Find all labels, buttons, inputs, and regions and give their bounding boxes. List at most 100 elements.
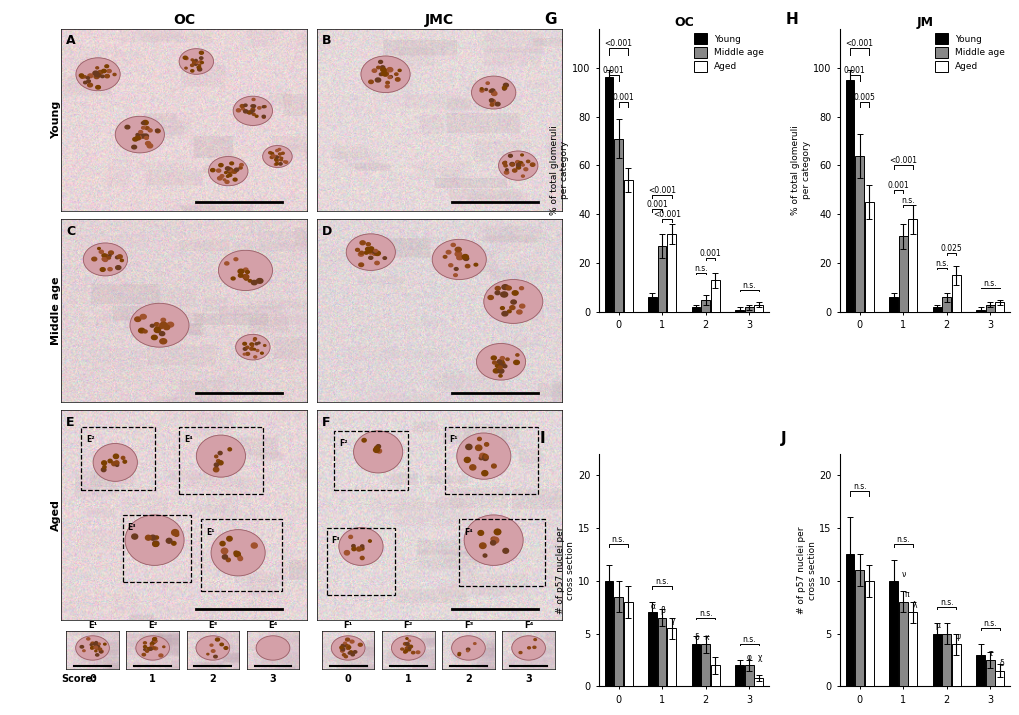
Circle shape: [503, 171, 508, 174]
Circle shape: [489, 99, 493, 102]
Circle shape: [107, 257, 110, 259]
Circle shape: [140, 134, 145, 138]
Circle shape: [374, 251, 380, 255]
Y-axis label: # of p57 nuclei per
cross section: # of p57 nuclei per cross section: [555, 526, 575, 614]
Circle shape: [195, 59, 197, 61]
Circle shape: [226, 175, 229, 177]
Circle shape: [359, 251, 363, 255]
Circle shape: [237, 269, 244, 274]
Circle shape: [490, 89, 494, 92]
Circle shape: [108, 267, 112, 271]
Circle shape: [368, 251, 372, 254]
Circle shape: [503, 83, 507, 87]
Circle shape: [360, 241, 365, 245]
Circle shape: [380, 68, 385, 72]
Circle shape: [183, 56, 187, 59]
Text: 0.025: 0.025: [940, 245, 961, 253]
Circle shape: [500, 292, 507, 297]
Circle shape: [249, 111, 252, 114]
Circle shape: [387, 76, 391, 79]
Text: n.s.: n.s.: [896, 535, 909, 544]
Circle shape: [103, 255, 108, 258]
Text: λ: λ: [912, 601, 917, 611]
Circle shape: [226, 558, 230, 561]
Circle shape: [517, 164, 520, 166]
Circle shape: [115, 256, 119, 259]
Circle shape: [486, 82, 489, 84]
Bar: [459, 519, 545, 586]
Circle shape: [474, 263, 477, 266]
Circle shape: [278, 157, 280, 158]
Circle shape: [139, 328, 145, 333]
Circle shape: [278, 163, 282, 165]
Circle shape: [356, 248, 359, 251]
Circle shape: [378, 61, 382, 64]
Circle shape: [245, 277, 248, 280]
Circle shape: [87, 77, 90, 79]
Circle shape: [495, 287, 499, 290]
Circle shape: [502, 365, 506, 368]
Circle shape: [505, 358, 508, 360]
Bar: [623, 180, 632, 312]
Circle shape: [471, 76, 516, 109]
Circle shape: [490, 90, 492, 92]
Circle shape: [233, 178, 236, 181]
Text: F³: F³: [464, 621, 473, 630]
Circle shape: [501, 285, 507, 290]
Circle shape: [121, 456, 124, 459]
Circle shape: [271, 152, 273, 154]
Circle shape: [252, 99, 255, 101]
Circle shape: [129, 303, 189, 347]
Circle shape: [108, 251, 113, 255]
Circle shape: [376, 449, 381, 453]
Text: μ: μ: [934, 621, 940, 631]
Circle shape: [443, 255, 446, 258]
Circle shape: [191, 59, 194, 61]
Circle shape: [358, 252, 363, 256]
Text: δ: δ: [694, 633, 698, 642]
Text: n.s.: n.s.: [852, 482, 865, 491]
Text: 0.001: 0.001: [887, 181, 908, 190]
Circle shape: [379, 73, 382, 76]
Circle shape: [246, 346, 249, 348]
Circle shape: [483, 454, 486, 458]
Y-axis label: Aged: Aged: [51, 499, 60, 531]
Circle shape: [499, 357, 504, 360]
Text: n.s.: n.s.: [982, 279, 996, 287]
Bar: [951, 275, 960, 312]
Circle shape: [198, 68, 202, 71]
Circle shape: [281, 152, 284, 154]
Circle shape: [495, 102, 499, 106]
Circle shape: [250, 343, 254, 346]
Circle shape: [372, 252, 376, 255]
Circle shape: [145, 127, 149, 129]
Circle shape: [516, 166, 520, 169]
Bar: [623, 602, 632, 686]
Circle shape: [238, 274, 243, 277]
Text: κ: κ: [703, 633, 708, 642]
Bar: [984, 305, 994, 312]
Circle shape: [464, 458, 470, 463]
Circle shape: [479, 456, 483, 460]
Circle shape: [480, 89, 483, 92]
Circle shape: [125, 125, 129, 129]
Circle shape: [210, 169, 215, 172]
Bar: [754, 305, 762, 312]
Circle shape: [369, 80, 373, 84]
Circle shape: [140, 315, 146, 319]
Circle shape: [193, 61, 196, 63]
Circle shape: [500, 307, 503, 310]
Circle shape: [154, 322, 159, 326]
Circle shape: [220, 174, 223, 177]
Text: E³: E³: [127, 523, 136, 533]
Circle shape: [275, 149, 278, 152]
Circle shape: [229, 169, 232, 171]
Circle shape: [243, 275, 249, 279]
Text: F¹: F¹: [343, 621, 353, 630]
Text: 2: 2: [209, 674, 216, 684]
Bar: [179, 427, 263, 494]
Title: JM: JM: [915, 16, 932, 29]
Circle shape: [516, 164, 520, 167]
Circle shape: [244, 110, 248, 113]
Circle shape: [115, 464, 118, 466]
